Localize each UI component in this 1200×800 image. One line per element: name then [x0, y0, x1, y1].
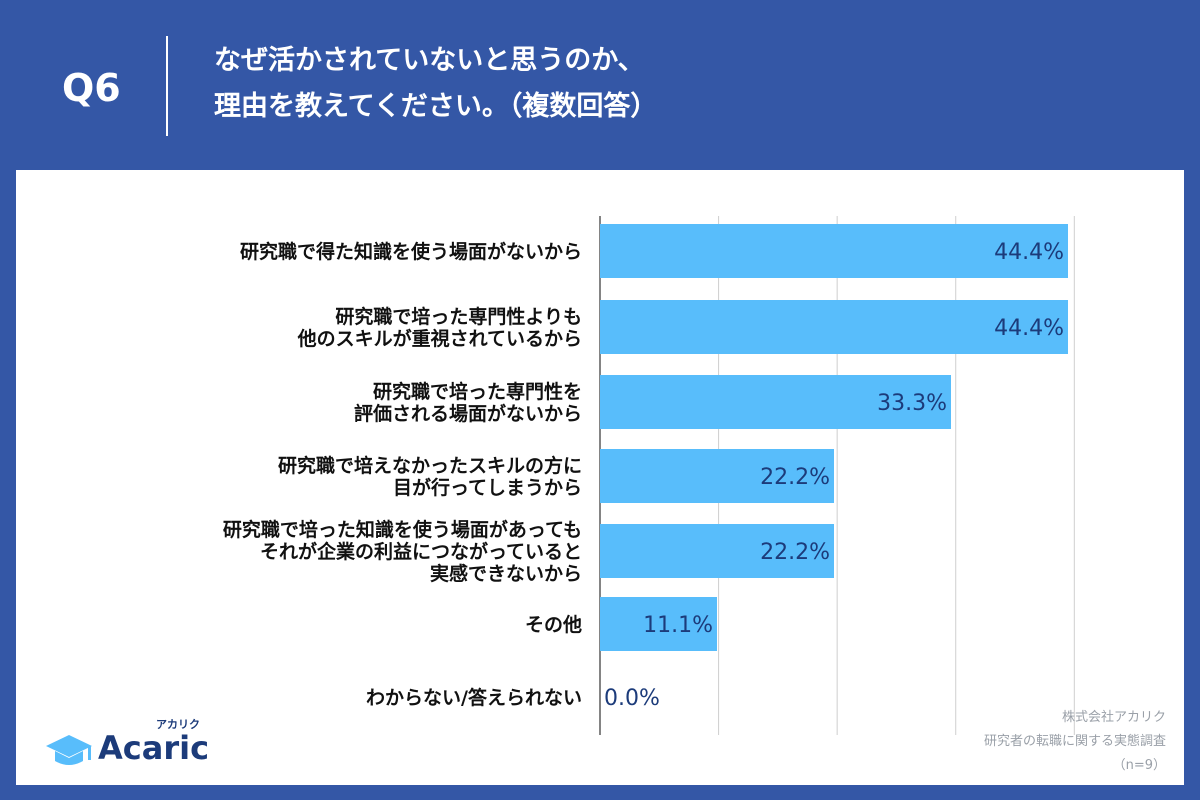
question-label: Q6 [62, 66, 121, 110]
category-label: その他 [525, 613, 582, 636]
category-label: 他のスキルが重視されているから [297, 327, 582, 350]
category-label: それが企業の利益につながっていると [260, 540, 582, 563]
bar [600, 300, 1068, 354]
source-note: 株式会社アカリク 研究者の転職に関する実態調査 （n=9） [984, 706, 1166, 778]
source-company: 株式会社アカリク [1061, 710, 1166, 725]
category-label: 実感できないから [430, 562, 582, 585]
category-label: 評価される場面がないから [354, 402, 582, 425]
value-label: 0.0% [604, 686, 660, 711]
chart-panel: 44.4% 研究職で得た知識を使う場面がないから 44.4% 研究職で培った専門性より… [16, 170, 1184, 785]
title-line-2: 理由を教えてください。（複数回答） [214, 91, 658, 122]
bar [600, 375, 951, 429]
value-label: 44.4% [994, 240, 1064, 265]
title-line-1: なぜ活かされていないと思うのか、 [214, 45, 645, 76]
brand-name: Acaric [98, 729, 210, 767]
category-label: 研究職で培った専門性を [373, 380, 582, 403]
value-label: 22.2% [760, 540, 830, 565]
category-label: 目が行ってしまうから [393, 476, 582, 499]
category-label: 研究職で培った専門性よりも [335, 305, 582, 328]
bar [600, 597, 717, 651]
bar [600, 524, 834, 578]
category-label: 研究職で得た知識を使う場面がないから [240, 240, 582, 263]
source-survey: 研究者の転職に関する実態調査 [983, 734, 1166, 749]
category-label: 研究職で培った知識を使う場面があっても [223, 518, 582, 541]
value-label: 11.1% [643, 613, 713, 638]
source-sample: （n=9） [1112, 758, 1166, 773]
value-label: 33.3% [877, 391, 947, 416]
value-label: 44.4% [994, 316, 1064, 341]
brand-logo: アカリク Acaric [44, 715, 264, 775]
value-label: 22.2% [760, 465, 830, 490]
category-label: わからない/答えられない [366, 686, 582, 709]
brand-ruby: アカリク [156, 718, 200, 731]
bar [600, 449, 834, 503]
header: Q6 なぜ活かされていないと思うのか、 理由を教えてください。（複数回答） [0, 0, 1200, 170]
page-title: なぜ活かされていないと思うのか、 理由を教えてください。（複数回答） [214, 38, 1154, 130]
bar [600, 224, 1068, 278]
category-label: 研究職で培えなかったスキルの方に [278, 454, 582, 477]
header-divider [166, 36, 168, 136]
bar-chart: 44.4% 研究職で得た知識を使う場面がないから 44.4% 研究職で培った専門性より… [223, 216, 1075, 735]
graduation-cap-icon [46, 735, 92, 765]
